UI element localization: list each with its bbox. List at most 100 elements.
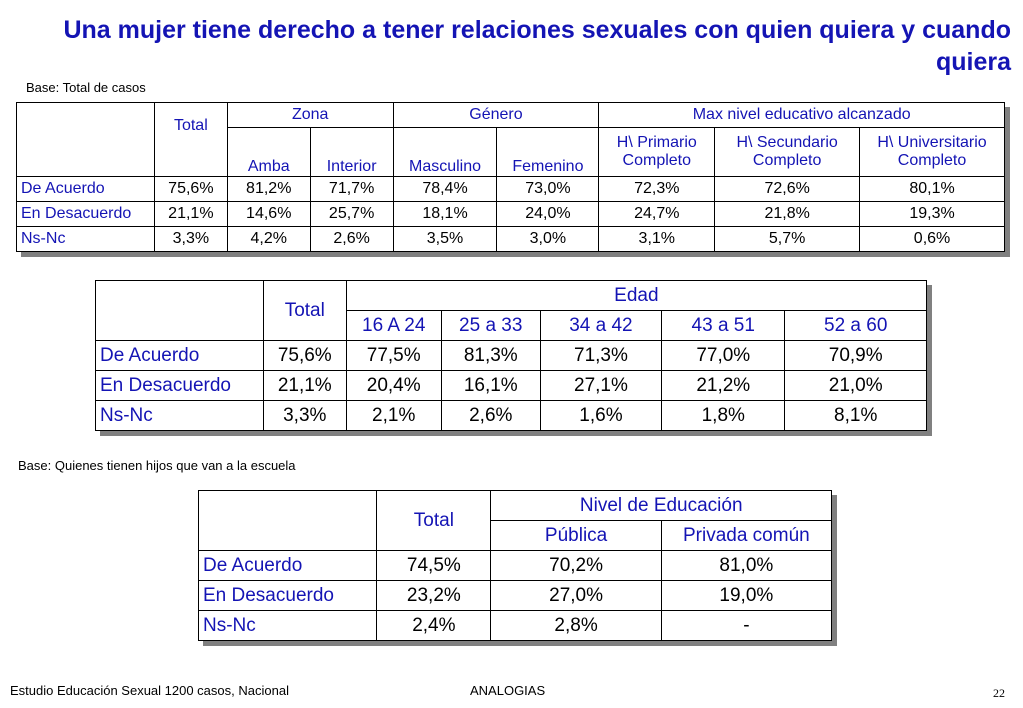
cell-value: 24,7%	[598, 201, 716, 227]
header-age-34-42: 34 a 42	[539, 310, 663, 341]
slide-title: Una mujer tiene derecho a tener relacion…	[63, 16, 1011, 76]
cell-value: 3,0%	[496, 226, 600, 252]
table-row: De Acuerdo 75,6% 81,2% 71,7% 78,4% 73,0%…	[16, 176, 1005, 202]
header-masculino: Masculino	[392, 127, 498, 177]
header-primario-l1: H\ Primario	[616, 134, 697, 151]
cell-value: 2,6%	[309, 226, 394, 252]
header-universitario-l1: H\ Universitario	[877, 134, 987, 151]
cell-value: 3,5%	[392, 226, 498, 252]
cell-value: 18,1%	[392, 201, 498, 227]
cell-value: 2,1%	[345, 400, 442, 431]
header-interior: Interior	[309, 127, 394, 177]
header-zona: Zona	[226, 102, 394, 128]
cell-value: 3,1%	[598, 226, 716, 252]
cell-value: 81,3%	[440, 340, 541, 371]
cell-value: 14,6%	[226, 201, 311, 227]
header-total: Total	[153, 102, 228, 177]
cell-value: 3,3%	[153, 226, 228, 252]
table-row: De Acuerdo 74,5% 70,2% 81,0%	[197, 550, 833, 581]
cell-value: 80,1%	[859, 176, 1005, 202]
cell-value: 2,4%	[376, 610, 492, 641]
cell-value: -	[660, 610, 833, 641]
cell-value: 20,4%	[345, 370, 442, 401]
header-nivel-educacion: Nivel de Educación	[490, 490, 832, 521]
cell-value: 8,1%	[784, 400, 927, 431]
table-nivel-educacion: Total Nivel de Educación Pública Privada…	[197, 490, 833, 641]
row-label: Ns-Nc	[197, 610, 378, 641]
table-zona-genero-educacion: Total Zona Género Max nivel educativo al…	[16, 102, 1005, 252]
header-primario: H\ Primario Completo	[598, 127, 716, 177]
header-privada: Privada común	[660, 520, 833, 551]
header-primario-l2: Completo	[622, 152, 692, 169]
footer-study: Estudio Educación Sexual 1200 casos, Nac…	[10, 683, 289, 698]
cell-value: 19,0%	[660, 580, 833, 611]
cell-value: 77,0%	[661, 340, 786, 371]
cell-value: 3,3%	[262, 400, 347, 431]
row-label: De Acuerdo	[16, 176, 155, 202]
cell-value: 81,0%	[660, 550, 833, 581]
cell-value: 4,2%	[226, 226, 311, 252]
header-universitario-l2: Completo	[897, 152, 967, 169]
row-label: En Desacuerdo	[95, 370, 264, 401]
cell-value: 75,6%	[262, 340, 347, 371]
cell-value: 70,2%	[490, 550, 662, 581]
cell-value: 5,7%	[714, 226, 861, 252]
cell-value: 72,3%	[598, 176, 716, 202]
cell-value: 19,3%	[859, 201, 1005, 227]
row-label: En Desacuerdo	[16, 201, 155, 227]
cell-value: 23,2%	[376, 580, 492, 611]
corner-cell	[95, 280, 264, 341]
table-row: Ns-Nc 3,3% 2,1% 2,6% 1,6% 1,8% 8,1%	[95, 400, 927, 431]
cell-value: 81,2%	[226, 176, 311, 202]
row-label: Ns-Nc	[16, 226, 155, 252]
table-row: En Desacuerdo 21,1% 20,4% 16,1% 27,1% 21…	[95, 370, 927, 401]
header-age-52-60: 52 a 60	[784, 310, 927, 341]
cell-value: 25,7%	[309, 201, 394, 227]
cell-value: 21,0%	[784, 370, 927, 401]
table-row: Ns-Nc 3,3% 4,2% 2,6% 3,5% 3,0% 3,1% 5,7%…	[16, 226, 1005, 252]
table-row: De Acuerdo 75,6% 77,5% 81,3% 71,3% 77,0%…	[95, 340, 927, 371]
cell-value: 0,6%	[859, 226, 1005, 252]
table-row: Ns-Nc 2,4% 2,8% -	[197, 610, 833, 641]
cell-value: 1,8%	[661, 400, 786, 431]
header-secundario-l1: H\ Secundario	[736, 134, 838, 151]
header-genero: Género	[392, 102, 600, 128]
header-universitario: H\ Universitario Completo	[859, 127, 1005, 177]
cell-value: 16,1%	[440, 370, 541, 401]
corner-cell	[16, 102, 155, 177]
header-publica: Pública	[490, 520, 662, 551]
header-age-25-33: 25 a 33	[440, 310, 541, 341]
table-row: En Desacuerdo 23,2% 27,0% 19,0%	[197, 580, 833, 611]
cell-value: 71,7%	[309, 176, 394, 202]
cell-value: 77,5%	[345, 340, 442, 371]
cell-value: 2,8%	[490, 610, 662, 641]
base-note-hijos: Base: Quienes tienen hijos que van a la …	[18, 458, 296, 473]
header-age-16-24: 16 A 24	[345, 310, 442, 341]
cell-value: 21,1%	[153, 201, 228, 227]
page-number: 22	[993, 686, 1005, 700]
header-total: Total	[376, 490, 492, 551]
header-edad: Edad	[345, 280, 928, 311]
header-age-43-51: 43 a 51	[661, 310, 786, 341]
row-label: De Acuerdo	[197, 550, 378, 581]
header-secundario-l2: Completo	[752, 152, 822, 169]
cell-value: 27,1%	[539, 370, 663, 401]
cell-value: 72,6%	[714, 176, 861, 202]
cell-value: 21,8%	[714, 201, 861, 227]
cell-value: 71,3%	[539, 340, 663, 371]
base-note-total: Base: Total de casos	[26, 80, 146, 95]
header-total: Total	[262, 280, 347, 341]
header-educacion: Max nivel educativo alcanzado	[598, 102, 1005, 128]
table-row: En Desacuerdo 21,1% 14,6% 25,7% 18,1% 24…	[16, 201, 1005, 227]
cell-value: 27,0%	[490, 580, 662, 611]
cell-value: 21,1%	[262, 370, 347, 401]
header-amba: Amba	[226, 127, 311, 177]
row-label: Ns-Nc	[95, 400, 264, 431]
row-label: En Desacuerdo	[197, 580, 378, 611]
cell-value: 24,0%	[496, 201, 600, 227]
footer-brand: ANALOGIAS	[470, 683, 546, 698]
cell-value: 70,9%	[784, 340, 927, 371]
cell-value: 78,4%	[392, 176, 498, 202]
table-edad: Total Edad 16 A 24 25 a 33 34 a 42 43 a …	[95, 280, 928, 431]
header-secundario: H\ Secundario Completo	[714, 127, 861, 177]
